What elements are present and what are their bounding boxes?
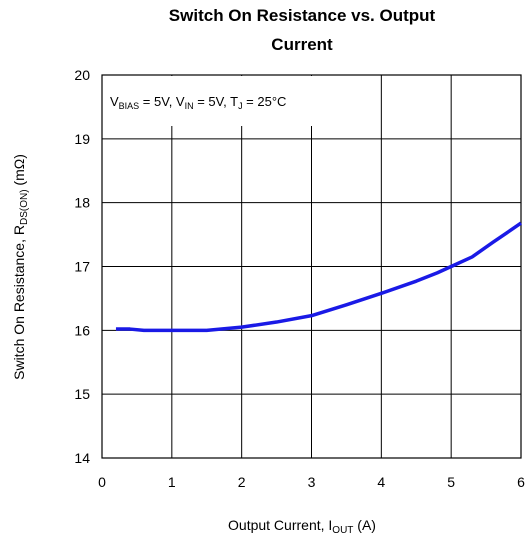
annotation-text: = 25°C (243, 94, 287, 109)
x-tick-label: 6 (517, 474, 525, 490)
annotation: VBIAS = 5V, VIN = 5V, TJ = 25°C (110, 94, 286, 111)
annotation-text: V (110, 94, 119, 109)
annotation-subscript: BIAS (119, 101, 140, 111)
y-axis-label: Switch On Resistance, RDS(ON) (mΩ) (11, 154, 30, 380)
y-tick-label: 16 (74, 322, 90, 338)
y-tick-label: 14 (74, 450, 90, 466)
y-tick-label: 15 (74, 386, 90, 402)
x-tick-label: 1 (168, 474, 176, 490)
x-tick-label: 0 (98, 474, 106, 490)
plot-frame (101, 74, 522, 459)
x-tick-label: 4 (377, 474, 385, 490)
y-tick-label: 18 (74, 195, 90, 211)
x-axis-label-subscript: OUT (332, 525, 353, 536)
y-tick-label: 20 (74, 67, 90, 83)
annotation-text: = 5V, T (194, 94, 239, 109)
x-tick-label: 5 (447, 474, 455, 490)
annotation-text: = 5V, V (139, 94, 185, 109)
x-tick-label: 3 (308, 474, 316, 490)
x-tick-label: 2 (238, 474, 246, 490)
y-tick-label: 17 (74, 259, 90, 275)
annotation-subscript: J (238, 101, 243, 111)
chart-title: Current (271, 35, 333, 54)
y-tick-label: 19 (74, 131, 90, 147)
x-axis-label: Output Current, IOUT (A) (228, 517, 376, 536)
x-axis-label-text: (A) (353, 517, 376, 533)
data-line (115, 221, 522, 333)
y-axis-label-subscript: DS(ON) (19, 189, 30, 225)
x-axis-label-text: Output Current, I (228, 517, 332, 533)
chart-title: Switch On Resistance vs. Output (169, 6, 436, 25)
y-axis-label-text: (mΩ) (11, 154, 27, 189)
annotation-subscript: IN (185, 101, 194, 111)
annotation-box (103, 76, 379, 126)
y-axis-label-text: Switch On Resistance, R (11, 225, 27, 380)
